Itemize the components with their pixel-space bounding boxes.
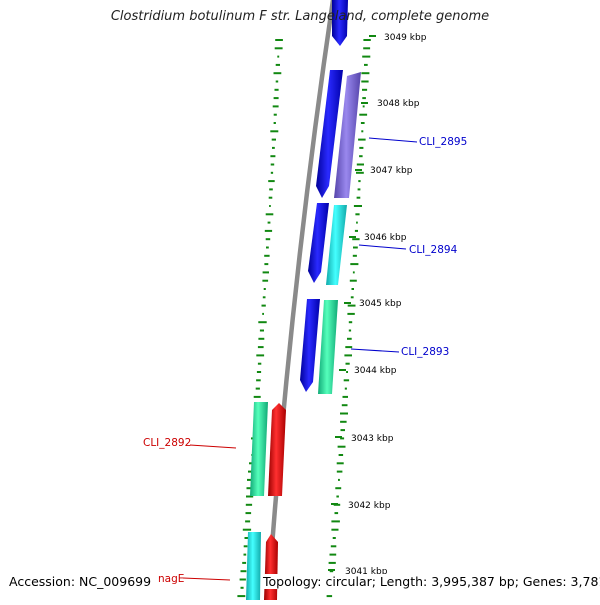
kbp-label: 3042 kbp (348, 501, 391, 511)
accession-text: Accession: NC_009699 (9, 574, 152, 589)
kbp-label: 3045 kbp (359, 299, 402, 309)
kbp-ticks: 3049 kbp 3048 kbp 3047 kbp 3046 kbp 3045… (328, 33, 427, 577)
leader-line-nage (182, 577, 231, 581)
gene-label-nage: nagE (158, 573, 184, 585)
genome-backbone (265, 0, 336, 601)
leader-line-cli-2895 (368, 137, 418, 143)
gene-blue-3044 (300, 299, 320, 392)
gene-label-cli-2893: CLI_2893 (401, 346, 449, 358)
kbp-label: 3047 kbp (370, 166, 413, 176)
genome-summary-text: Topology: circular; Length: 3,995,387 bp… (261, 574, 600, 589)
gene-red-3043 (268, 403, 286, 496)
gene-labels: CLI_2895 CLI_2894 CLI_2893 CLI_2892 nagE (143, 136, 467, 585)
gene-label-cli-2892: CLI_2892 (143, 437, 191, 449)
gene-cyan-3041 (246, 532, 261, 600)
kbp-label: 3041 kbp (345, 567, 388, 577)
kbp-label: 3046 kbp (364, 233, 407, 243)
gene-cyan-3046 (326, 205, 347, 285)
gene-green-3044 (318, 300, 338, 394)
leader-line-cli-2892 (189, 444, 237, 449)
kbp-label: 3044 kbp (354, 366, 397, 376)
gene-blue-top (332, 0, 348, 46)
gc-content-track (237, 39, 371, 598)
gene-purple-3048 (334, 72, 361, 198)
gene-label-cli-2894: CLI_2894 (409, 244, 458, 256)
gene-blue-3046 (308, 203, 329, 283)
kbp-label: 3049 kbp (384, 33, 427, 43)
gene-blue-3048 (316, 70, 343, 198)
kbp-label: 3048 kbp (377, 99, 420, 109)
leader-line-cli-2893 (350, 348, 400, 353)
gene-label-cli-2895: CLI_2895 (419, 136, 467, 148)
map-title: Clostridium botulinum F str. Langeland, … (110, 9, 490, 24)
leader-line-cli-2894 (358, 244, 407, 250)
gene-green-3043 (250, 402, 268, 496)
kbp-label: 3043 kbp (351, 434, 394, 444)
gene-red-nagE (264, 534, 278, 600)
